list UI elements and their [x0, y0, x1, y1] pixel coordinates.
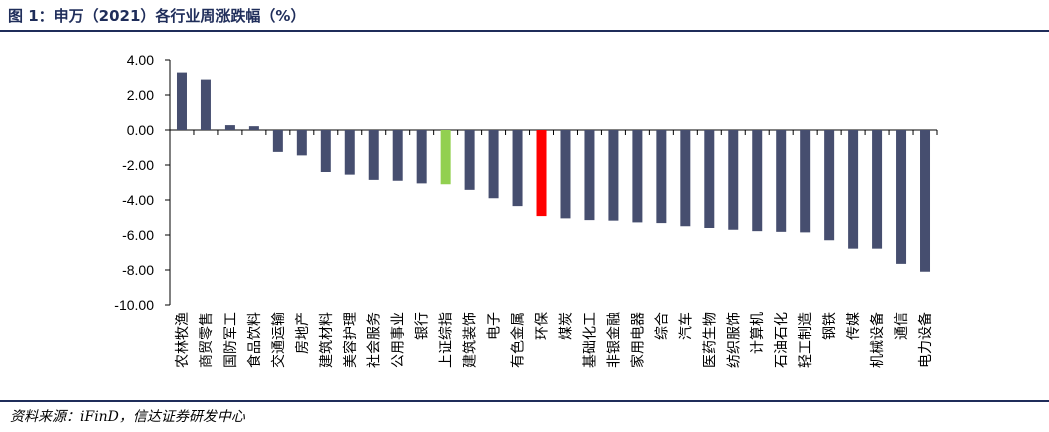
bar-非银金融: [608, 130, 619, 221]
bar-石油石化: [776, 130, 787, 232]
bar-建筑材料: [320, 130, 331, 172]
bar-公用事业: [392, 130, 403, 181]
y-tick-label: -10.00: [114, 297, 154, 313]
y-tick-label: 2.00: [127, 87, 154, 103]
category-label: 机械设备: [869, 312, 886, 368]
bar-综合: [656, 130, 667, 224]
category-label: 房地产: [295, 312, 311, 354]
category-label: 环保: [535, 312, 551, 340]
y-tick-label: -6.00: [122, 227, 154, 243]
y-tick-label: -2.00: [122, 157, 154, 173]
bar-家用电器: [632, 130, 643, 223]
category-label: 社会服务: [367, 312, 383, 368]
category-label: 非银金融: [606, 312, 622, 368]
category-label: 银行: [415, 312, 431, 340]
y-tick-label: 4.00: [127, 52, 154, 68]
category-label: 医药生物: [702, 312, 718, 368]
bar-农林牧渔: [176, 72, 187, 130]
category-label: 电力设备: [917, 312, 934, 368]
category-label: 轻工制造: [798, 312, 814, 368]
bar-上证综指: [440, 130, 451, 185]
category-label: 汽车: [677, 312, 694, 340]
bar-有色金属: [512, 130, 523, 207]
bar-食品饮料: [248, 126, 259, 130]
bar-纺织服饰: [728, 130, 739, 230]
bar-房地产: [296, 130, 307, 156]
source-note: 资料来源：iFinD，信达证券研发中心: [10, 409, 245, 425]
category-label: 综合: [654, 312, 670, 340]
bar-电力设备: [920, 130, 931, 272]
category-label: 公用事业: [391, 312, 407, 368]
source-divider: [0, 400, 1049, 402]
category-label: 基础化工: [581, 312, 598, 368]
bar-通信: [896, 130, 907, 264]
bar-煤炭: [560, 130, 571, 219]
bar-美容护理: [344, 130, 355, 175]
bar-医药生物: [704, 130, 715, 228]
category-label: 有色金属: [510, 312, 527, 368]
bar-计算机: [752, 130, 763, 232]
category-label: 食品饮料: [246, 312, 263, 368]
category-label: 纺织服饰: [726, 312, 742, 368]
bar-交通运输: [272, 130, 283, 152]
figure-title: 图 1：申万（2021）各行业周涨跌幅（%）: [8, 7, 306, 25]
bar-机械设备: [872, 130, 883, 249]
bar-国防军工: [224, 125, 235, 130]
bar-银行: [416, 130, 427, 184]
category-label: 传媒: [846, 312, 862, 340]
category-label: 农林牧渔: [175, 312, 191, 368]
y-tick-label: -4.00: [122, 192, 154, 208]
bar-汽车: [680, 130, 691, 227]
category-label: 石油石化: [774, 312, 790, 368]
category-label: 交通运输: [270, 312, 287, 368]
category-label: 上证综指: [439, 312, 455, 368]
category-label: 通信: [894, 312, 910, 340]
category-label: 商贸零售: [199, 312, 215, 368]
y-tick-label: -8.00: [122, 262, 154, 278]
category-label: 美容护理: [342, 312, 359, 368]
bar-建筑装饰: [464, 130, 475, 190]
title-divider: [0, 30, 1049, 32]
category-label: 钢铁: [822, 312, 838, 340]
category-label: 建筑装饰: [463, 312, 479, 368]
category-label: 电子: [487, 312, 503, 340]
bar-轻工制造: [800, 130, 811, 233]
title-bar: 图 1：申万（2021）各行业周涨跌幅（%）: [0, 0, 1049, 30]
category-label: 国防军工: [223, 312, 239, 368]
bar-chart: 4.00 2.00 0.00 -2.00 -4.00 -6.00 -8.00 -10.00 农林…: [114, 52, 938, 368]
bar-商贸零售: [200, 79, 211, 130]
bar-电子: [488, 130, 499, 199]
bar-传媒: [848, 130, 859, 249]
bar-钢铁: [824, 130, 835, 241]
category-label: 煤炭: [558, 312, 574, 340]
bar-社会服务: [368, 130, 379, 180]
y-tick-label: 0.00: [127, 122, 154, 138]
bar-环保: [536, 130, 547, 217]
category-label: 计算机: [750, 312, 766, 354]
bar-基础化工: [584, 130, 595, 221]
category-label: 家用电器: [629, 312, 646, 368]
category-label: 建筑材料: [319, 312, 335, 368]
